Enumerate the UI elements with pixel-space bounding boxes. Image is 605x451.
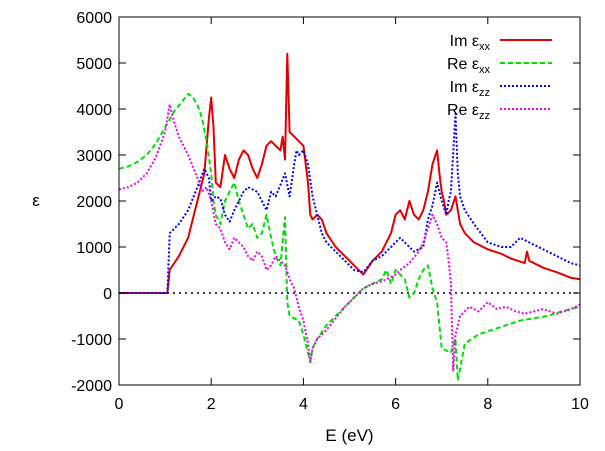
series-line-2 [118,92,581,382]
plot-frame [118,16,581,386]
x-tick-label: 2 [207,396,216,413]
y-tick-label: -2000 [71,378,112,395]
x-axis-title: E (eV) [325,426,373,445]
series-line-1 [119,52,581,294]
legend: Im εxx Re εxx Im εzz Re εzz [447,33,552,122]
y-tick-label: 1000 [76,240,112,257]
y-tick-label: -1000 [71,332,112,349]
series-line-4 [118,103,581,373]
series-layer [118,52,581,382]
ticks-layer: 0 2 4 6 8 10 -2000 -1000 0 1000 2000 3000 4000 5000 60… [71,10,589,413]
y-axis-title: ε [32,191,40,210]
series-line-3 [119,112,581,294]
y-tick-label: 6000 [76,10,112,27]
y-tick-label: 4000 [76,102,112,119]
legend-label-1: Im εxx [450,33,491,53]
y-tick-label: 2000 [76,194,112,211]
y-tick-label: 5000 [76,56,112,73]
y-tick-label: 0 [103,286,112,303]
x-tick-label: 0 [115,396,124,413]
x-tick-label: 10 [571,396,589,413]
legend-label-2: Re εxx [447,56,491,76]
x-tick-label: 6 [391,396,400,413]
y-tick-label: 3000 [76,148,112,165]
x-tick-label: 4 [299,396,308,413]
x-tick-label: 8 [483,396,492,413]
legend-label-4: Re εzz [447,102,490,122]
legend-label-3: Im εzz [450,79,490,99]
